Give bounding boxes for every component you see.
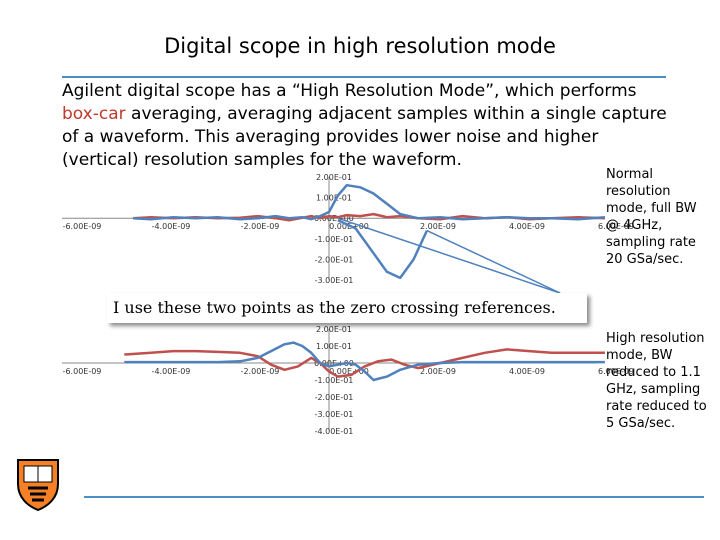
y-tick-label: -1.00E-01 — [315, 235, 354, 244]
x-tick-label: 0.00E+00 — [329, 367, 369, 376]
title-underline — [62, 76, 666, 78]
y-tick-label: 1.00E-01 — [316, 342, 352, 351]
x-tick-label: -6.00E-09 — [63, 222, 102, 231]
series-line-2 — [124, 341, 605, 382]
series-line-1 — [124, 348, 605, 378]
y-tick-label: 0.00E+00 — [314, 359, 354, 368]
intro-highlight: box-car — [62, 104, 126, 124]
x-tick-label: 6.00E-09 — [598, 367, 634, 376]
y-tick-label: -2.00E-01 — [315, 393, 354, 402]
x-tick-label: 4.00E-09 — [509, 367, 545, 376]
y-tick-label: 0.00E+00 — [314, 214, 354, 223]
y-tick-label: -2.00E-01 — [315, 255, 354, 264]
note-high-resolution: High resolution mode, BW reduced to 1.1 … — [606, 331, 707, 431]
x-tick-label: -2.00E-09 — [241, 367, 280, 376]
x-tick-label: 2.00E-09 — [420, 222, 456, 231]
note-normal-resolution: Normal resolution mode, full BW @ 4GHz, … — [606, 167, 697, 267]
intro-text-part1: Agilent digital scope has a “High Resolu… — [62, 81, 637, 101]
y-tick-label: 2.00E-01 — [316, 325, 352, 334]
y-tick-label: 1.00E-01 — [316, 194, 352, 203]
y-tick-label: -1.00E-01 — [315, 376, 354, 385]
intro-paragraph: Agilent digital scope has a “High Resolu… — [62, 80, 672, 172]
callout-pointer-1 — [337, 217, 561, 294]
y-tick-label: -3.00E-01 — [315, 410, 354, 419]
series-line-2 — [133, 183, 605, 221]
y-tick-label: -3.00E-01 — [315, 276, 354, 285]
series-line-3 — [337, 219, 429, 280]
x-tick-label: -4.00E-09 — [152, 367, 191, 376]
x-tick-label: 2.00E-09 — [420, 367, 456, 376]
y-tick-label: 2.00E-01 — [316, 173, 352, 182]
x-tick-label: -2.00E-09 — [241, 222, 280, 231]
princeton-shield-icon — [17, 459, 59, 512]
intro-text-part2: averaging, averaging adjacent samples wi… — [62, 104, 667, 170]
zero-crossing-callout: I use these two points as the zero cross… — [107, 293, 587, 323]
y-tick-label: -4.00E-01 — [315, 427, 354, 436]
slide-title: Digital scope in high resolution mode — [164, 34, 556, 58]
x-tick-label: 6.00E-09 — [598, 222, 634, 231]
callout-pointer-2 — [426, 229, 561, 294]
bottom-rule — [84, 496, 704, 498]
x-tick-label: -4.00E-09 — [152, 222, 191, 231]
x-tick-label: -6.00E-09 — [63, 367, 102, 376]
x-tick-label: 4.00E-09 — [509, 222, 545, 231]
